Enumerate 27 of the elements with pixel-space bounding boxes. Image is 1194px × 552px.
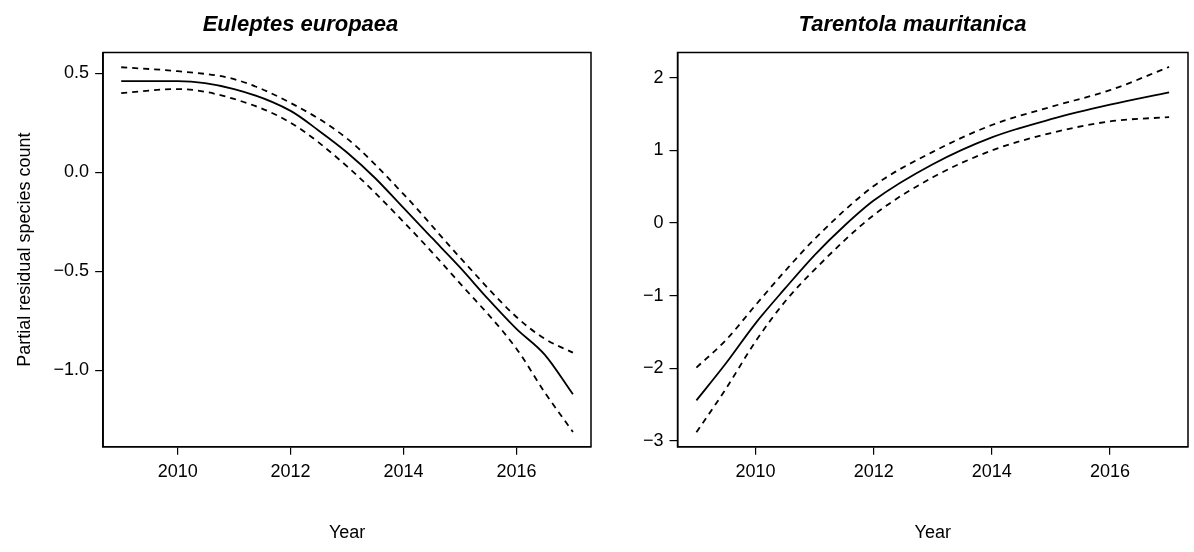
line-series xyxy=(695,116,1170,434)
x-axis-title: Year xyxy=(328,522,366,543)
x-tick-label: 2014 xyxy=(383,460,424,481)
y-tick-label: 2 xyxy=(653,66,664,87)
chart-title: Tarentola mauritanica xyxy=(798,11,1027,37)
x-tick-label: 2016 xyxy=(496,460,537,481)
line-series xyxy=(120,66,574,354)
x-axis-title: Year xyxy=(914,522,951,543)
line-series xyxy=(695,66,1170,369)
line-series xyxy=(695,91,1170,402)
x-tick-label: 2014 xyxy=(971,460,1012,481)
y-tick-label: 0.0 xyxy=(64,161,90,182)
y-tick-label: −3 xyxy=(642,429,664,450)
y-tick-label: 0.5 xyxy=(64,62,90,83)
x-tick-label: 2010 xyxy=(157,460,198,481)
y-tick-label: 1 xyxy=(653,139,664,160)
x-tick-label: 2012 xyxy=(270,460,311,481)
y-tick-label: −0.5 xyxy=(53,260,90,281)
x-tick-label: 2016 xyxy=(1089,460,1131,481)
y-tick-label: −2 xyxy=(642,357,664,378)
y-tick-label: −1.0 xyxy=(53,359,90,380)
chart-title: Euleptes europaea xyxy=(202,11,399,37)
x-tick-label: 2012 xyxy=(853,460,894,481)
x-tick-label: 2010 xyxy=(735,460,776,481)
y-tick-label: −1 xyxy=(642,284,664,305)
y-axis-title: Partial residual species count xyxy=(13,132,34,367)
y-tick-label: 0 xyxy=(653,212,664,233)
